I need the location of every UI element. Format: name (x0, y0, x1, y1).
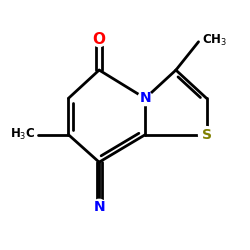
Circle shape (198, 126, 215, 143)
Text: N: N (140, 91, 151, 105)
Text: H$_3$C: H$_3$C (10, 127, 35, 142)
Circle shape (92, 32, 106, 47)
Text: CH$_3$: CH$_3$ (202, 32, 227, 48)
Text: N: N (93, 200, 105, 213)
Circle shape (92, 199, 106, 214)
Text: O: O (93, 32, 106, 47)
Text: S: S (202, 128, 211, 142)
Circle shape (138, 91, 152, 106)
